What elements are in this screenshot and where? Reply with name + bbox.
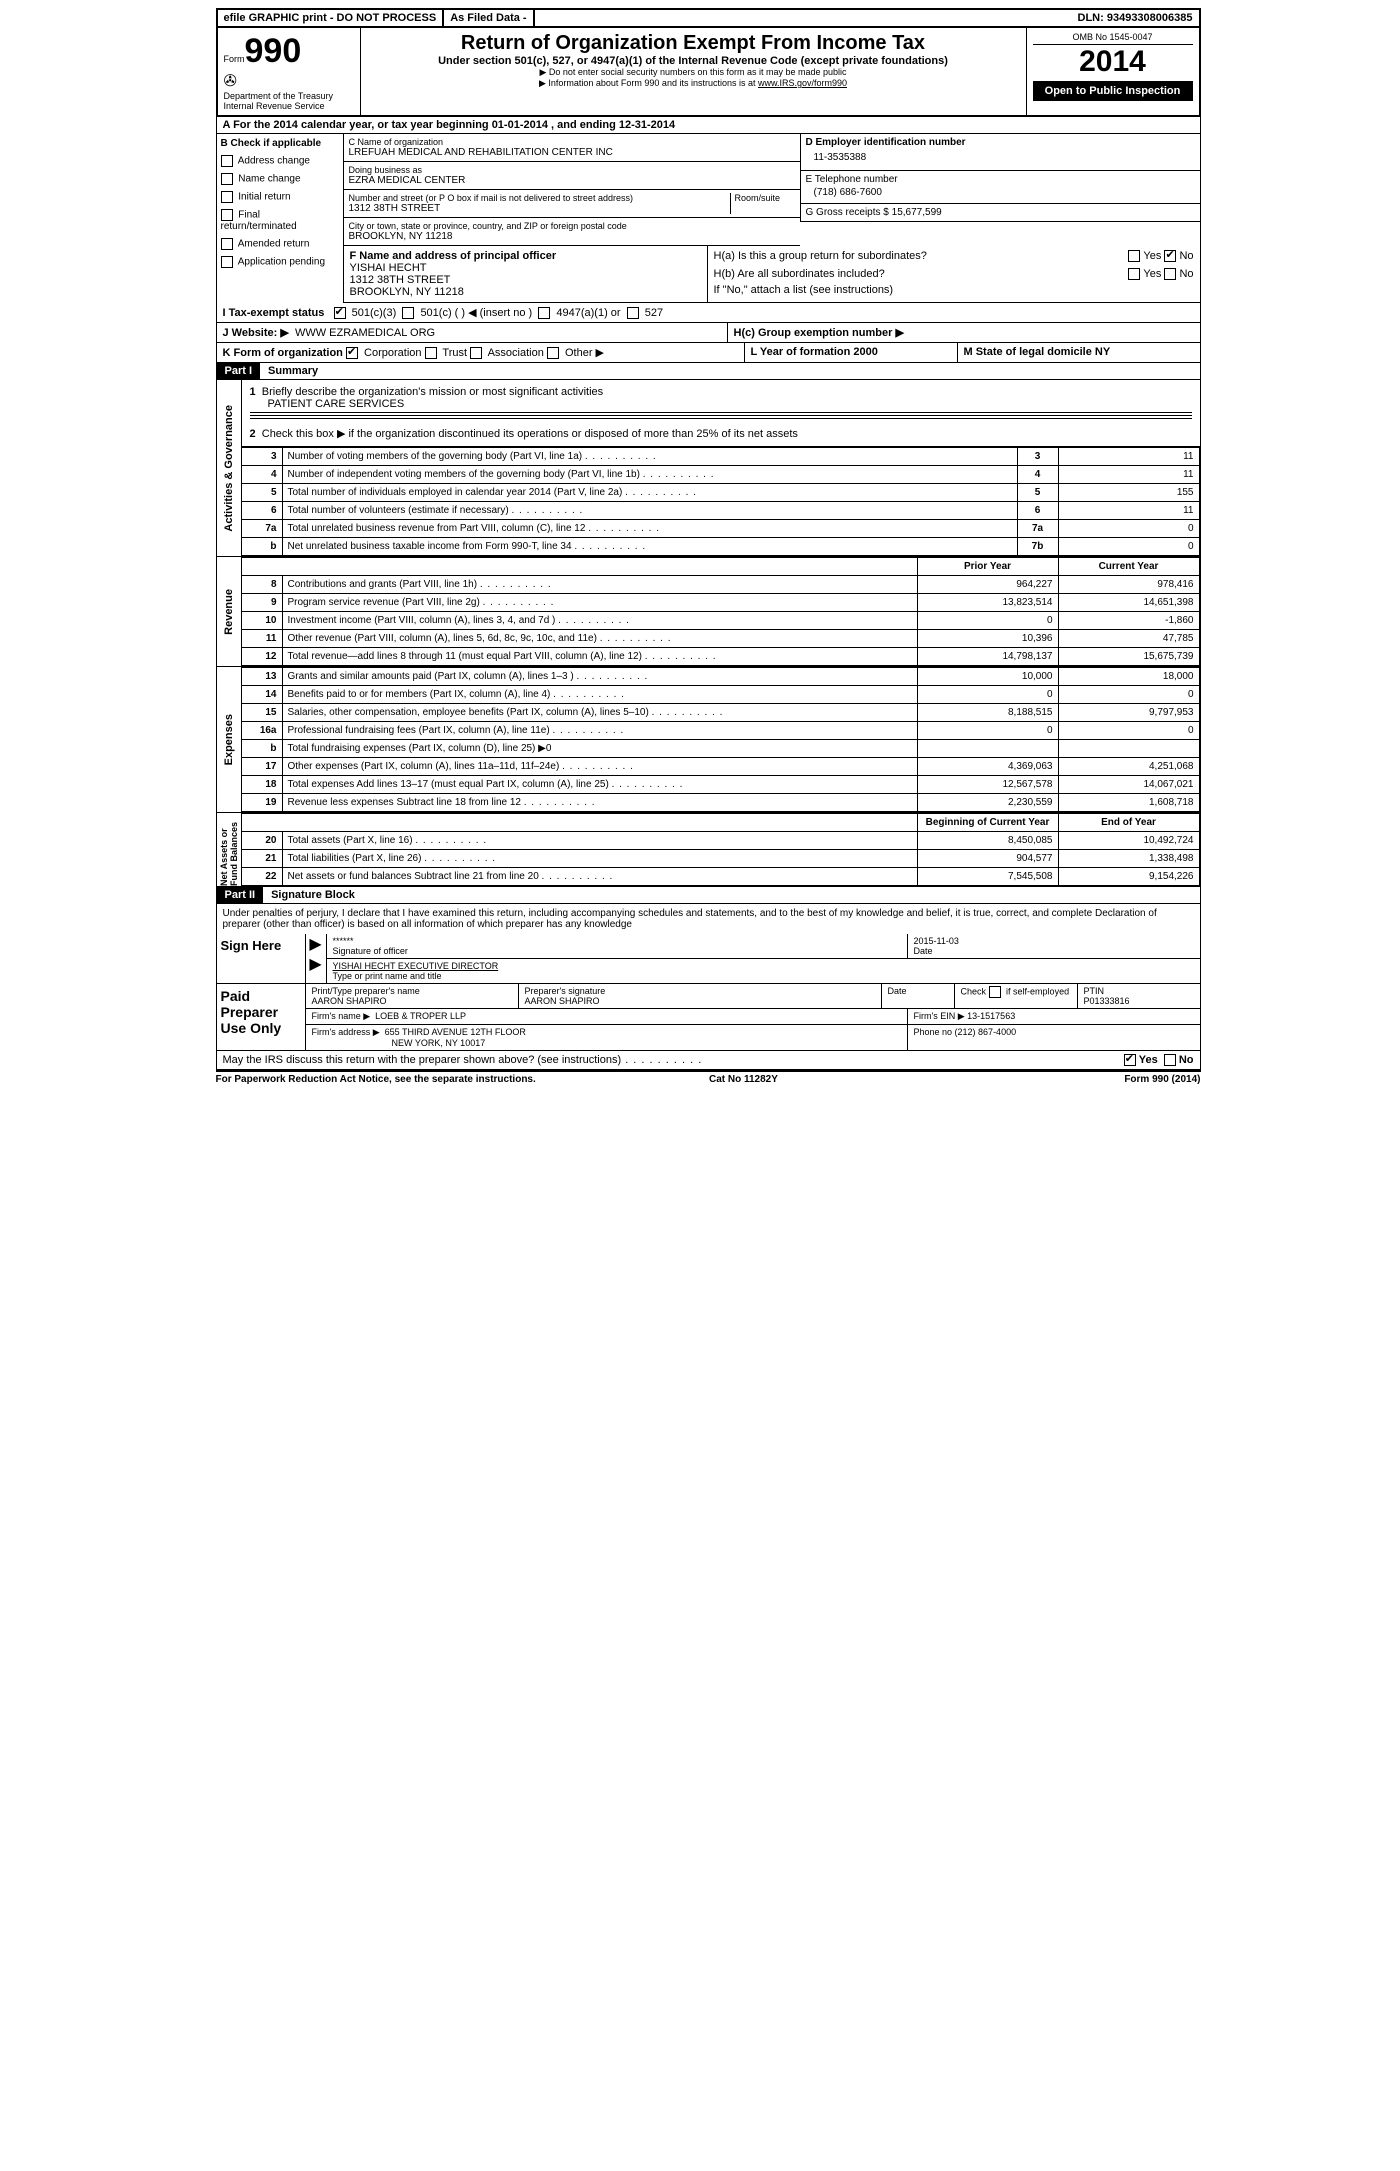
firm-addr2: NEW YORK, NY 10017 <box>312 1038 486 1048</box>
top-bar: efile GRAPHIC print - DO NOT PROCESS As … <box>216 8 1201 28</box>
open-inspection: Open to Public Inspection <box>1033 81 1193 101</box>
street: 1312 38TH STREET <box>349 203 730 214</box>
part1-title: Summary <box>260 363 326 379</box>
officer-label: F Name and address of principal officer <box>350 250 701 262</box>
org-name: LREFUAH MEDICAL AND REHABILITATION CENTE… <box>349 147 795 158</box>
form-subtitle: Under section 501(c), 527, or 4947(a)(1)… <box>367 55 1020 67</box>
officer-name-title: YISHAI HECHT EXECUTIVE DIRECTOR <box>333 961 1194 971</box>
ha-no-checkbox[interactable] <box>1164 250 1176 262</box>
other-checkbox[interactable] <box>547 347 559 359</box>
officer-street: 1312 38TH STREET <box>350 274 701 286</box>
website-label: J Website: ▶ <box>223 327 289 339</box>
gov-vlabel: Activities & Governance <box>223 405 235 532</box>
website: WWW EZRAMEDICAL ORG <box>295 327 435 339</box>
tax-year: 2014 <box>1033 45 1193 79</box>
exp-vlabel: Expenses <box>223 714 235 765</box>
street-label: Number and street (or P O box if mail is… <box>349 193 730 203</box>
corp-checkbox[interactable] <box>346 347 358 359</box>
trust-checkbox[interactable] <box>425 347 437 359</box>
na-vlabel: Net Assets or Fund Balances <box>219 813 239 886</box>
discuss-no-checkbox[interactable] <box>1164 1054 1176 1066</box>
ptin: P01333816 <box>1084 996 1194 1006</box>
form-header: Form990 ✇ Department of the Treasury Int… <box>216 28 1201 117</box>
colb-checkbox[interactable] <box>221 173 233 185</box>
firm-name: LOEB & TROPER LLP <box>375 1011 466 1021</box>
row-a-dates: A For the 2014 calendar year, or tax yea… <box>216 117 1201 134</box>
preparer-name: AARON SHAPIRO <box>312 996 512 1006</box>
part2-label: Part II <box>217 887 264 903</box>
row-k-label: K Form of organization <box>223 347 343 359</box>
asfiled-label: As Filed Data - <box>444 10 534 26</box>
city: BROOKLYN, NY 11218 <box>349 231 795 242</box>
hb-note: If "No," attach a list (see instructions… <box>714 284 1194 296</box>
line2-text: Check this box ▶ if the organization dis… <box>262 428 798 440</box>
ein-label: D Employer identification number <box>806 137 1195 148</box>
efile-label: efile GRAPHIC print - DO NOT PROCESS <box>218 10 445 26</box>
hb-no-checkbox[interactable] <box>1164 268 1176 280</box>
hc-label: H(c) Group exemption number ▶ <box>734 327 904 339</box>
sign-date: 2015-11-03 <box>914 936 1194 946</box>
part2-title: Signature Block <box>263 887 363 903</box>
officer-name: YISHAI HECHT <box>350 262 701 274</box>
dept-label: Department of the Treasury <box>224 91 354 101</box>
rev-vlabel: Revenue <box>223 589 235 635</box>
form-label: Form <box>224 54 245 64</box>
officer-signature: ****** <box>333 936 901 946</box>
irs-link[interactable]: www.IRS.gov/form990 <box>758 78 847 88</box>
perjury-statement: Under penalties of perjury, I declare th… <box>216 904 1201 934</box>
ein: 11-3535388 <box>806 148 1195 167</box>
colb-checkbox[interactable] <box>221 191 233 203</box>
row-i-label: I Tax-exempt status <box>223 307 325 319</box>
irs-label: Internal Revenue Service <box>224 101 354 111</box>
hb-label: H(b) Are all subordinates included? <box>714 268 1129 280</box>
footer-left: For Paperwork Reduction Act Notice, see … <box>216 1074 536 1085</box>
form-title: Return of Organization Exempt From Incom… <box>367 32 1020 55</box>
preparer-sig: AARON SHAPIRO <box>525 996 875 1006</box>
part1-label: Part I <box>217 363 261 379</box>
org-name-label: C Name of organization <box>349 137 795 147</box>
officer-city: BROOKLYN, NY 11218 <box>350 286 701 298</box>
ha-yes-checkbox[interactable] <box>1128 250 1140 262</box>
gross-label: G Gross receipts $ <box>806 207 889 218</box>
501c-checkbox[interactable] <box>402 307 414 319</box>
firm-addr1: 655 THIRD AVENUE 12TH FLOOR <box>385 1027 526 1037</box>
form-number: 990 <box>245 32 302 70</box>
hb-yes-checkbox[interactable] <box>1128 268 1140 280</box>
dba-name: EZRA MEDICAL CENTER <box>349 175 795 186</box>
527-checkbox[interactable] <box>627 307 639 319</box>
discuss-yes-checkbox[interactable] <box>1124 1054 1136 1066</box>
colb-checkbox[interactable] <box>221 238 233 250</box>
phone: (718) 686-7600 <box>806 185 1195 200</box>
state-domicile: M State of legal domicile NY <box>964 346 1111 358</box>
firm-phone: Phone no (212) 867-4000 <box>914 1027 1017 1037</box>
discuss-question: May the IRS discuss this return with the… <box>223 1054 622 1066</box>
dln: DLN: 93493308006385 <box>1072 10 1199 26</box>
sign-here-label: Sign Here <box>217 934 306 983</box>
col-b-header: B Check if applicable <box>221 138 339 149</box>
colb-checkbox[interactable] <box>221 155 233 167</box>
bullet-1: Do not enter social security numbers on … <box>549 67 847 77</box>
col-b-checkboxes: B Check if applicable Address change Nam… <box>217 134 344 303</box>
501c3-checkbox[interactable] <box>334 307 346 319</box>
assoc-checkbox[interactable] <box>470 347 482 359</box>
dba-label: Doing business as <box>349 165 795 175</box>
4947-checkbox[interactable] <box>538 307 550 319</box>
ha-label: H(a) Is this a group return for subordin… <box>714 250 1129 262</box>
year-formation: L Year of formation 2000 <box>751 346 878 358</box>
mission-label: Briefly describe the organization's miss… <box>262 386 603 398</box>
phone-label: E Telephone number <box>806 174 1195 185</box>
room-label: Room/suite <box>730 193 795 214</box>
bullet-2-pre: Information about Form 990 and its instr… <box>548 78 758 88</box>
city-label: City or town, state or province, country… <box>349 221 795 231</box>
mission-value: PATIENT CARE SERVICES <box>250 398 1192 410</box>
firm-ein: 13-1517563 <box>967 1011 1015 1021</box>
self-employed-checkbox[interactable] <box>989 986 1001 998</box>
paid-preparer-label: Paid Preparer Use Only <box>217 984 306 1050</box>
omb-number: OMB No 1545-0047 <box>1033 32 1193 45</box>
colb-checkbox[interactable] <box>221 256 233 268</box>
footer-cat: Cat No 11282Y <box>709 1074 778 1085</box>
gross-receipts: 15,677,599 <box>892 207 942 218</box>
colb-checkbox[interactable] <box>221 209 233 221</box>
